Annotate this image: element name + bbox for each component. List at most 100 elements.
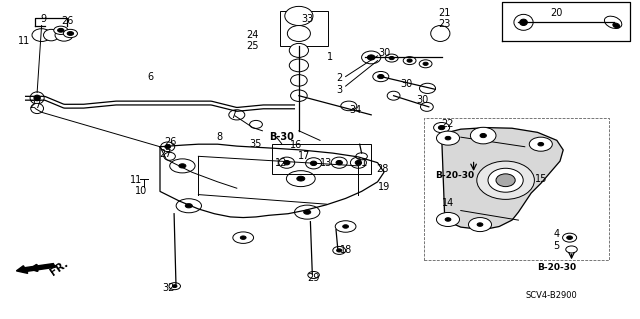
Ellipse shape xyxy=(445,137,451,140)
Ellipse shape xyxy=(34,95,40,101)
Ellipse shape xyxy=(496,174,515,187)
Ellipse shape xyxy=(337,249,342,252)
Ellipse shape xyxy=(477,223,483,226)
Ellipse shape xyxy=(613,23,620,28)
Ellipse shape xyxy=(284,160,290,165)
Ellipse shape xyxy=(480,134,486,138)
Text: B-20-30: B-20-30 xyxy=(537,263,577,272)
Ellipse shape xyxy=(31,103,44,114)
Ellipse shape xyxy=(355,160,362,165)
Ellipse shape xyxy=(63,29,77,38)
Ellipse shape xyxy=(389,56,394,60)
Ellipse shape xyxy=(423,62,428,65)
Ellipse shape xyxy=(488,168,524,192)
Ellipse shape xyxy=(279,157,295,168)
Ellipse shape xyxy=(169,283,180,290)
Ellipse shape xyxy=(335,221,356,232)
Ellipse shape xyxy=(387,91,400,100)
Text: 1: 1 xyxy=(326,52,333,63)
Ellipse shape xyxy=(289,59,308,72)
Ellipse shape xyxy=(529,137,552,151)
Ellipse shape xyxy=(306,158,322,169)
Bar xyxy=(272,144,371,174)
Ellipse shape xyxy=(438,126,445,130)
Ellipse shape xyxy=(431,26,450,41)
Ellipse shape xyxy=(420,83,436,93)
Ellipse shape xyxy=(165,145,170,149)
Ellipse shape xyxy=(58,28,64,32)
Text: B-30: B-30 xyxy=(269,132,294,142)
Ellipse shape xyxy=(30,92,44,104)
Ellipse shape xyxy=(332,157,348,168)
Ellipse shape xyxy=(403,56,416,64)
Ellipse shape xyxy=(287,26,310,41)
Ellipse shape xyxy=(285,6,313,26)
Text: 7: 7 xyxy=(230,110,237,120)
Ellipse shape xyxy=(176,199,202,213)
Ellipse shape xyxy=(343,225,349,228)
Text: 4: 4 xyxy=(554,229,560,240)
Ellipse shape xyxy=(567,236,573,239)
Text: 29: 29 xyxy=(307,272,320,283)
Text: 19: 19 xyxy=(378,182,390,192)
Text: 24: 24 xyxy=(246,30,259,40)
Text: 25: 25 xyxy=(246,41,259,51)
Text: 6: 6 xyxy=(147,71,154,82)
Polygon shape xyxy=(442,128,563,230)
Ellipse shape xyxy=(514,14,533,30)
Ellipse shape xyxy=(468,218,492,232)
Ellipse shape xyxy=(186,204,192,208)
Text: 30: 30 xyxy=(378,48,390,58)
Text: 30: 30 xyxy=(416,95,429,106)
Text: 20: 20 xyxy=(550,8,563,18)
Ellipse shape xyxy=(161,142,175,152)
Ellipse shape xyxy=(378,74,384,79)
Text: 21: 21 xyxy=(438,8,451,18)
Ellipse shape xyxy=(164,152,175,160)
Ellipse shape xyxy=(55,29,73,41)
Ellipse shape xyxy=(356,153,367,160)
Text: 8: 8 xyxy=(216,132,223,142)
Ellipse shape xyxy=(407,59,412,62)
Text: 11: 11 xyxy=(130,175,143,185)
Text: 26: 26 xyxy=(164,137,177,147)
Ellipse shape xyxy=(434,122,449,133)
Text: 27: 27 xyxy=(29,100,42,110)
Text: 11: 11 xyxy=(18,36,31,47)
Ellipse shape xyxy=(291,75,307,86)
Ellipse shape xyxy=(289,43,308,57)
Ellipse shape xyxy=(566,246,577,253)
Ellipse shape xyxy=(297,176,305,181)
Ellipse shape xyxy=(67,32,74,35)
Ellipse shape xyxy=(351,157,367,168)
Ellipse shape xyxy=(32,29,51,41)
Text: 27: 27 xyxy=(159,149,172,159)
Text: 16: 16 xyxy=(289,140,302,150)
Ellipse shape xyxy=(54,26,68,34)
Ellipse shape xyxy=(420,102,433,111)
Ellipse shape xyxy=(372,71,388,82)
Text: 10: 10 xyxy=(134,186,147,197)
Ellipse shape xyxy=(173,285,177,288)
Text: B-20-30: B-20-30 xyxy=(435,171,474,180)
Text: 17: 17 xyxy=(298,151,310,161)
Ellipse shape xyxy=(241,236,246,239)
Text: 34: 34 xyxy=(349,105,362,115)
Text: 31: 31 xyxy=(355,158,368,168)
Ellipse shape xyxy=(291,90,307,101)
Ellipse shape xyxy=(179,164,186,168)
Ellipse shape xyxy=(304,210,311,214)
Ellipse shape xyxy=(233,232,253,243)
Text: 26: 26 xyxy=(61,16,74,26)
Text: 3: 3 xyxy=(336,85,342,95)
Bar xyxy=(424,118,609,260)
Text: 32: 32 xyxy=(162,283,175,293)
Ellipse shape xyxy=(341,101,357,111)
Ellipse shape xyxy=(470,127,496,144)
Ellipse shape xyxy=(538,142,543,146)
Ellipse shape xyxy=(250,120,262,129)
Ellipse shape xyxy=(477,161,534,199)
Bar xyxy=(280,11,328,46)
Text: 13: 13 xyxy=(320,158,333,168)
Ellipse shape xyxy=(385,54,398,62)
